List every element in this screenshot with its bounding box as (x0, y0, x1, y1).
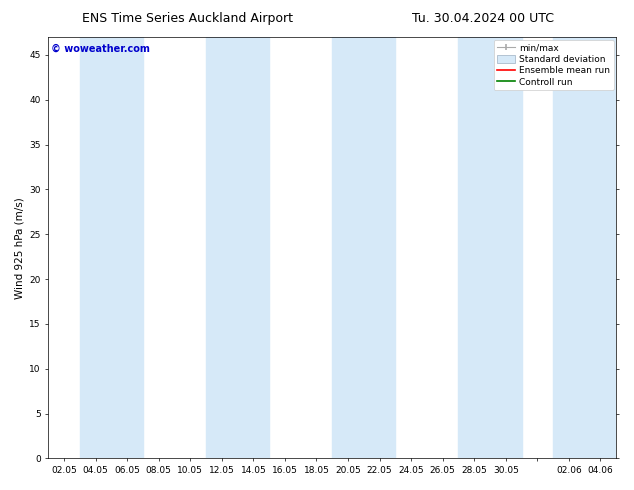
Text: ENS Time Series Auckland Airport: ENS Time Series Auckland Airport (82, 12, 294, 25)
Bar (80, 37, 143, 458)
Bar (458, 37, 522, 458)
Y-axis label: Wind 925 hPa (m/s): Wind 925 hPa (m/s) (15, 197, 25, 298)
Legend: min/max, Standard deviation, Ensemble mean run, Controll run: min/max, Standard deviation, Ensemble me… (494, 40, 614, 90)
Bar (332, 37, 396, 458)
Text: © woweather.com: © woweather.com (51, 44, 150, 53)
Bar (206, 37, 269, 458)
Text: Tu. 30.04.2024 00 UTC: Tu. 30.04.2024 00 UTC (412, 12, 554, 25)
Bar (553, 37, 616, 458)
